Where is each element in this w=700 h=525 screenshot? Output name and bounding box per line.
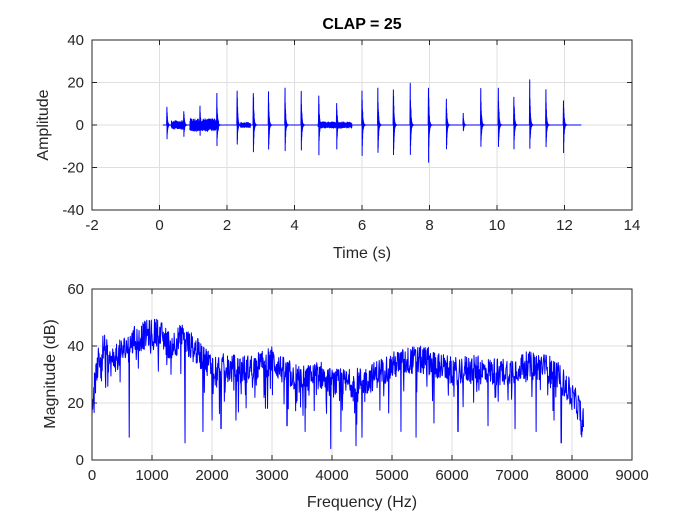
- freq-x-tick-label: 2000: [195, 467, 228, 484]
- freq-series: [91, 318, 585, 450]
- waveform-noise-segment: [189, 118, 220, 132]
- spectrum-line: [91, 318, 585, 450]
- freq-x-tick-label: 5000: [375, 467, 408, 484]
- time-y-tick-label: -20: [62, 160, 84, 177]
- freq-x-tick-label: 1000: [135, 467, 168, 484]
- freq-y-tick-label: 20: [67, 395, 84, 412]
- clap-transient: [317, 95, 324, 156]
- freq-axes-frame: [91, 288, 633, 461]
- waveform-noise-segment: [170, 120, 184, 130]
- clap-transient: [445, 98, 451, 150]
- clap-transient: [300, 90, 306, 151]
- time-y-axis-label: Amplitude: [35, 89, 52, 160]
- time-x-tick-label: 12: [556, 217, 573, 234]
- clap-transient: [361, 90, 367, 156]
- time-series: [162, 79, 582, 163]
- freq-y-tick-label: 40: [67, 338, 84, 355]
- clap-transient: [284, 87, 290, 152]
- freq-y-axis-label: Magnitude (dB): [42, 319, 59, 428]
- clap-transient: [377, 87, 383, 153]
- clap-transient: [513, 96, 519, 150]
- clap-transient: [216, 92, 222, 147]
- clap-transient: [497, 87, 503, 147]
- time-y-tick-label: 0: [76, 117, 84, 134]
- freq-y-tick-label: 0: [76, 452, 84, 469]
- clap-transient: [409, 82, 415, 155]
- freq-x-tick-label: 7000: [495, 467, 528, 484]
- time-x-tick-label: 6: [358, 217, 366, 234]
- time-y-tick-label: 20: [67, 75, 84, 92]
- time-x-tick-label: 14: [624, 217, 641, 234]
- clap-transient: [427, 87, 433, 163]
- clap-transient: [545, 89, 551, 148]
- freq-x-tick-label: 4000: [315, 467, 348, 484]
- waveform-noise-segment: [317, 121, 353, 129]
- freq-x-tick-label: 0: [88, 467, 96, 484]
- freq-y-tick-label: 60: [67, 281, 84, 298]
- clap-transient: [236, 90, 242, 145]
- clap-transient: [182, 111, 189, 137]
- clap-transient: [528, 79, 535, 149]
- clap-transient: [562, 100, 568, 154]
- clap-transient: [462, 112, 468, 132]
- freq-ticks: 0 1000 2000 3000 4000 5000 6000 7000 8000 9000 0 20…: [67, 281, 648, 484]
- time-plot-title: CLAP = 25: [322, 16, 401, 33]
- time-y-tick-label: -40: [62, 202, 84, 219]
- time-x-tick-label: -2: [85, 217, 98, 234]
- clap-transient: [479, 87, 486, 147]
- waveform-noise-segment: [240, 122, 252, 128]
- clap-transient: [392, 89, 398, 156]
- time-x-tick-label: 0: [155, 217, 163, 234]
- clap-transient: [335, 103, 342, 150]
- freq-x-tick-label: 6000: [435, 467, 468, 484]
- clap-transient: [199, 105, 205, 136]
- time-x-tick-label: 2: [223, 217, 231, 234]
- time-y-tick-label: 40: [67, 32, 84, 49]
- clap-transient: [252, 93, 258, 153]
- frequency-spectrum-plot: 0 1000 2000 3000 4000 5000 6000 7000 8000 9000 0 20…: [42, 281, 649, 511]
- time-x-tick-label: 10: [489, 217, 506, 234]
- time-x-tick-label: 4: [290, 217, 298, 234]
- time-x-tick-label: 8: [425, 217, 433, 234]
- freq-x-tick-label: 3000: [255, 467, 288, 484]
- freq-x-tick-label: 9000: [615, 467, 648, 484]
- freq-x-tick-label: 8000: [555, 467, 588, 484]
- time-x-axis-label: Time (s): [333, 245, 391, 262]
- clap-transient: [166, 106, 172, 140]
- freq-x-axis-label: Frequency (Hz): [307, 494, 417, 511]
- clap-transient: [267, 91, 273, 150]
